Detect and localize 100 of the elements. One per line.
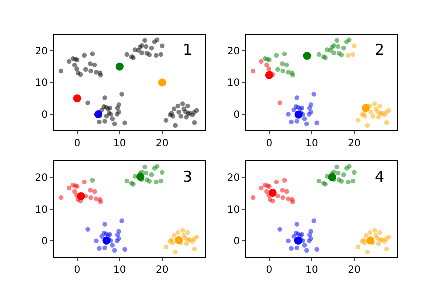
point [274, 180, 280, 185]
point [82, 180, 87, 185]
point [184, 242, 190, 246]
point [294, 222, 300, 227]
x-tick-label: 0 [74, 265, 81, 276]
point [280, 68, 286, 74]
x-tick-label: 10 [306, 265, 318, 276]
x-tick-label: 20 [348, 138, 361, 150]
y-tick-label: 20 [35, 172, 48, 184]
point [386, 108, 392, 114]
point [102, 222, 108, 227]
point [280, 188, 286, 193]
point [384, 120, 390, 126]
point [86, 227, 90, 232]
point [362, 240, 368, 246]
point [280, 62, 286, 66]
x-tick-label: 0 [74, 138, 81, 150]
annotation: 4 [375, 168, 385, 186]
point [334, 38, 340, 44]
point [274, 53, 280, 58]
point [276, 194, 280, 199]
point [172, 233, 177, 238]
point [347, 164, 352, 169]
point [316, 178, 322, 184]
point [264, 62, 270, 68]
point [88, 195, 94, 200]
point [386, 234, 392, 240]
point [158, 78, 166, 87]
x-tick-label: 20 [156, 265, 169, 276]
point [164, 244, 169, 250]
point [94, 238, 99, 244]
point [304, 248, 310, 254]
x-tick-label: 10 [114, 138, 126, 150]
point [290, 200, 296, 204]
point [341, 46, 346, 51]
point [350, 178, 356, 184]
point [364, 233, 369, 238]
point [378, 230, 382, 236]
annotation: 2 [375, 41, 385, 59]
point [284, 189, 290, 194]
point [365, 123, 370, 128]
point [289, 120, 294, 125]
annotation: 1 [183, 41, 193, 59]
y-tick-label: 10 [35, 78, 48, 90]
point [170, 240, 176, 246]
point [308, 229, 314, 234]
y-tick-label: 20 [35, 46, 48, 58]
point [286, 112, 291, 117]
point [160, 170, 165, 176]
point [312, 92, 316, 97]
x-tick-label: 0 [266, 265, 273, 276]
point [308, 236, 314, 242]
point [116, 236, 122, 242]
point [110, 243, 116, 248]
point [294, 246, 300, 250]
point [346, 180, 351, 185]
y-tick-label: 10 [227, 204, 240, 216]
point [289, 246, 294, 252]
x-tick-label: 10 [306, 138, 318, 150]
point [112, 248, 118, 254]
point [384, 246, 390, 252]
point [250, 195, 256, 200]
point [186, 230, 190, 236]
annotation: 3 [183, 168, 193, 186]
point [350, 52, 356, 58]
point [368, 110, 374, 115]
point [97, 246, 102, 252]
point [282, 52, 288, 56]
point [270, 198, 276, 204]
point [341, 172, 346, 178]
point [316, 52, 322, 58]
point [284, 62, 290, 68]
y-tick-label: 10 [227, 78, 240, 90]
point [372, 228, 378, 233]
point [336, 170, 341, 176]
point [362, 114, 368, 119]
point [286, 196, 291, 202]
point [102, 246, 108, 250]
point [294, 119, 300, 124]
point [192, 246, 198, 252]
point [280, 195, 286, 200]
point [308, 110, 314, 115]
point [154, 164, 160, 169]
y-tick-label: 20 [227, 46, 240, 58]
point [368, 230, 373, 236]
point [158, 178, 164, 184]
point [266, 66, 272, 72]
point [312, 218, 316, 224]
point [356, 118, 361, 123]
point [346, 53, 351, 58]
point [194, 234, 200, 240]
point [144, 170, 149, 176]
point [94, 110, 103, 119]
point [278, 100, 282, 106]
point [276, 67, 280, 72]
point [290, 73, 296, 78]
x-tick-label: 20 [348, 265, 361, 276]
point [286, 238, 291, 244]
point [120, 218, 124, 224]
point [352, 44, 357, 49]
